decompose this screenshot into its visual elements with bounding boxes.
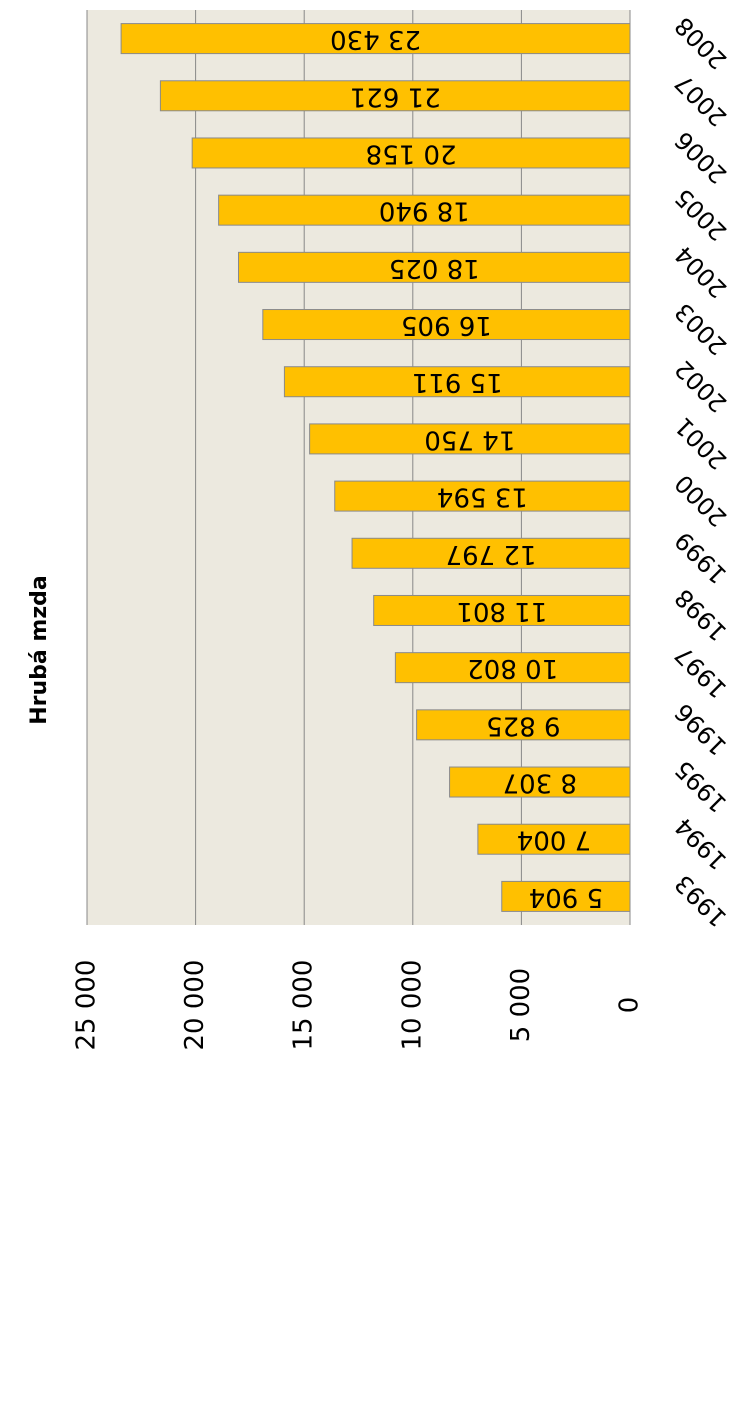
chart-title: Hrubá mzda [27, 575, 52, 725]
bar [237, 251, 631, 283]
data-label: 5 904 [529, 882, 603, 912]
bar [394, 652, 631, 684]
x-tick-label: 1999 [669, 526, 732, 589]
y-tick-label: 5 000 [506, 968, 536, 1042]
y-tick-label: 15 000 [289, 960, 319, 1051]
x-tick-label: 2004 [669, 240, 732, 303]
y-tick-label: 20 000 [180, 960, 210, 1051]
bar [449, 766, 631, 798]
data-label: 16 905 [401, 310, 492, 340]
x-tick-label: 1994 [669, 812, 732, 875]
y-tick-label: 10 000 [397, 960, 427, 1051]
bar [501, 880, 631, 912]
x-tick-label: 2001 [669, 412, 732, 475]
x-tick-label: 1997 [669, 640, 732, 703]
bar [191, 137, 631, 169]
bar [159, 80, 631, 112]
bar [334, 480, 631, 512]
x-tick-label: 2002 [669, 355, 732, 418]
data-label: 14 750 [424, 424, 515, 454]
x-tick-label: 1995 [669, 755, 732, 818]
y-tick-label: 0 [615, 997, 645, 1014]
x-tick-label: 2007 [669, 69, 732, 132]
data-label: 7 004 [517, 825, 591, 855]
x-tick-label: 1993 [669, 869, 732, 932]
x-tick-label: 2003 [669, 297, 732, 360]
data-label: 18 940 [379, 196, 470, 226]
bar [351, 537, 631, 569]
bar [262, 309, 631, 341]
data-label: 18 025 [389, 253, 480, 283]
data-label: 23 430 [330, 24, 421, 54]
y-tick-label: 25 000 [72, 960, 102, 1051]
x-tick-label: 2000 [669, 469, 732, 532]
data-label: 12 797 [446, 539, 537, 569]
data-label: 13 594 [437, 482, 528, 512]
x-tick-label: 2005 [669, 183, 732, 246]
data-label: 20 158 [366, 138, 457, 168]
data-label: 10 802 [467, 653, 558, 683]
bar [416, 709, 631, 741]
bar [373, 594, 631, 626]
bar [283, 366, 631, 398]
x-tick-label: 1998 [669, 583, 732, 646]
data-label: 11 801 [456, 596, 547, 626]
bar [120, 23, 631, 55]
x-tick-label: 2006 [669, 126, 732, 189]
bar [218, 194, 631, 226]
data-label: 8 307 [503, 768, 577, 798]
data-label: 15 911 [412, 367, 503, 397]
bar [309, 423, 631, 455]
bar [477, 823, 631, 855]
x-tick-label: 1996 [669, 698, 732, 761]
data-label: 9 825 [486, 710, 560, 740]
x-tick-label: 2008 [669, 11, 732, 74]
data-label: 21 621 [350, 81, 441, 111]
